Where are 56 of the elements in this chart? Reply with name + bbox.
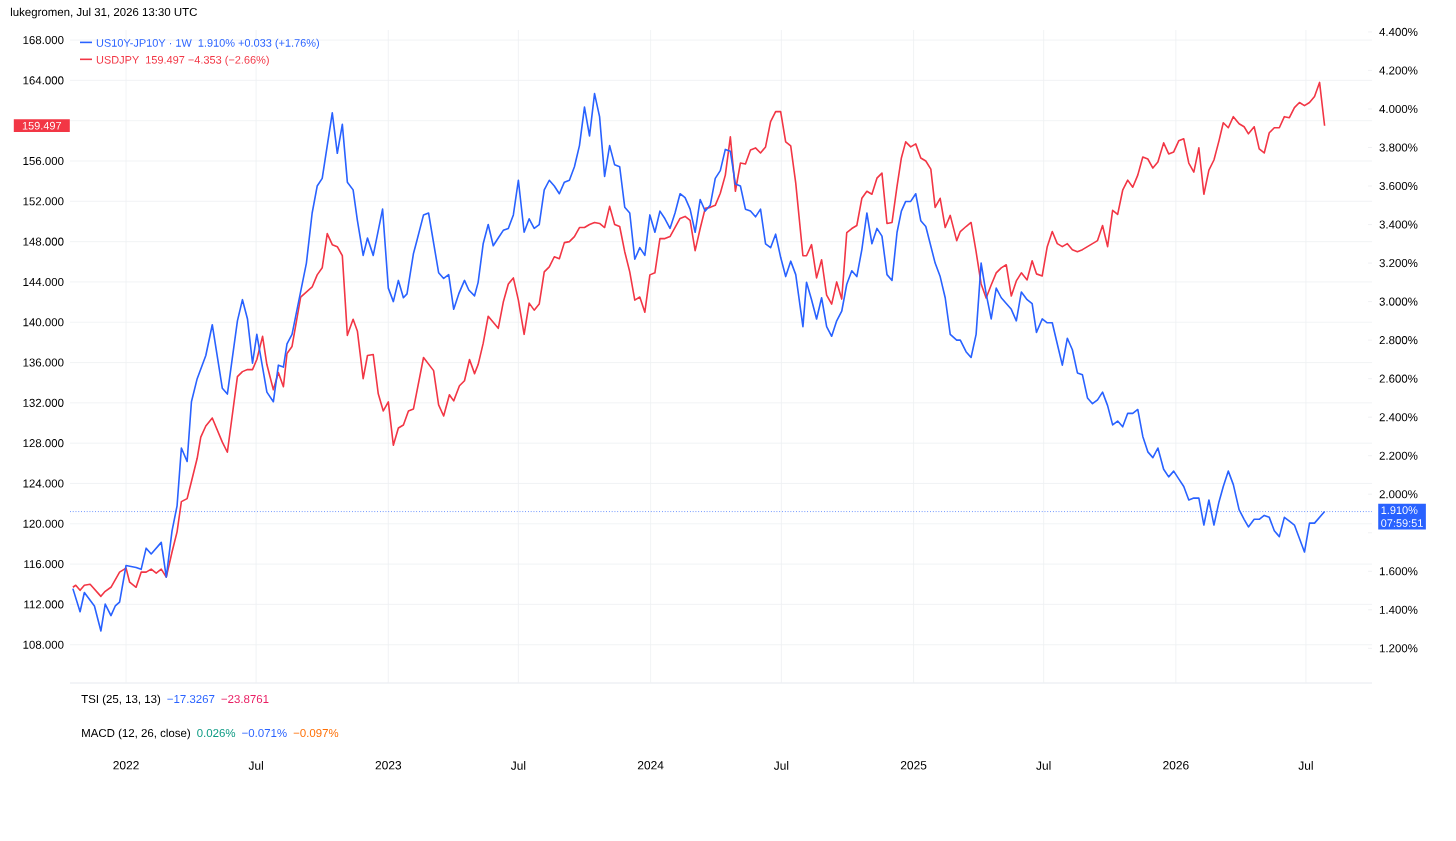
text: 0.026% [197, 728, 236, 738]
y2-tick-label: 2.600% [1379, 374, 1418, 383]
y2-tick-label: 4.000% [1379, 104, 1418, 114]
x-tick-label: 2022 [113, 761, 139, 770]
legend-label: US10Y-JP10Y · 1W [96, 39, 192, 47]
x-tick-label: Jul [773, 761, 789, 770]
y-tick-label: 168.000 [23, 36, 64, 45]
y-tick-label: 140.000 [23, 318, 64, 327]
text: −0.071% [242, 728, 287, 738]
y2-tick-label: 3.800% [1379, 143, 1418, 152]
x-tick-label: 2023 [375, 761, 402, 770]
y2-tick-label: 3.200% [1379, 259, 1418, 268]
y-tick-label: 136.000 [23, 358, 64, 367]
y2-tick-label: 1.400% [1379, 605, 1418, 614]
x-tick-label: Jul [1036, 761, 1051, 770]
y-tick-label: 120.000 [23, 519, 64, 528]
y-tick-label: 152.000 [23, 197, 64, 206]
text: 07:59:51 [1381, 519, 1423, 527]
y-tick-label: 144.000 [23, 277, 64, 286]
y2-tick-label: 2.200% [1379, 451, 1418, 460]
chart-title: lukegromen, Jul 31, 2026 13:30 UTC [10, 7, 197, 19]
annotation: 159.497 −4.353 (−2.66%) [146, 55, 269, 66]
y2-tick-label: 2.000% [1379, 490, 1418, 499]
x-tick-label: Jul [510, 761, 526, 770]
ref-line-label: 1.910% [1381, 506, 1418, 515]
y2-tick-label: 1.200% [1379, 644, 1418, 653]
y-tick-label: 132.000 [23, 398, 64, 407]
y2-tick-label: 3.600% [1379, 181, 1418, 191]
x-tick-label: Jul [248, 761, 263, 770]
y-tick-label: 108.000 [23, 640, 64, 649]
text: MACD (12, 26, close) [82, 728, 190, 740]
y-tick-label: 156.000 [23, 156, 64, 166]
y-tick-label: 128.000 [23, 439, 64, 448]
y-tick-label: 116.000 [24, 560, 64, 569]
legend-label: USDJPY [96, 55, 139, 64]
y2-tick-label: 1.600% [1379, 567, 1418, 576]
y2-tick-label: 2.400% [1379, 413, 1418, 422]
y-tick-label: 164.000 [23, 76, 64, 85]
x-tick-label: Jul [1298, 761, 1313, 770]
y-tick-label: 148.000 [23, 237, 64, 246]
y2-tick-label: 4.400% [1379, 27, 1418, 36]
text: −23.8761 [221, 694, 269, 704]
text: TSI (25, 13, 13) [81, 694, 161, 706]
y-tick-label: 124.000 [23, 479, 64, 488]
text: 159.497 [22, 121, 62, 130]
text: −0.097% [293, 728, 339, 738]
y2-tick-label: 4.200% [1379, 66, 1418, 75]
x-tick-label: 2025 [900, 761, 927, 770]
y-tick-label: 112.000 [24, 600, 64, 609]
y2-tick-label: 3.400% [1379, 220, 1418, 229]
x-tick-label: 2026 [1163, 761, 1189, 770]
y2-tick-label: 2.800% [1379, 336, 1418, 345]
x-tick-label: 2024 [637, 761, 664, 770]
annotation: 1.910% +0.033 (+1.76%) [198, 38, 319, 49]
text: −17.3267 [167, 694, 215, 704]
y2-tick-label: 3.000% [1379, 297, 1418, 306]
